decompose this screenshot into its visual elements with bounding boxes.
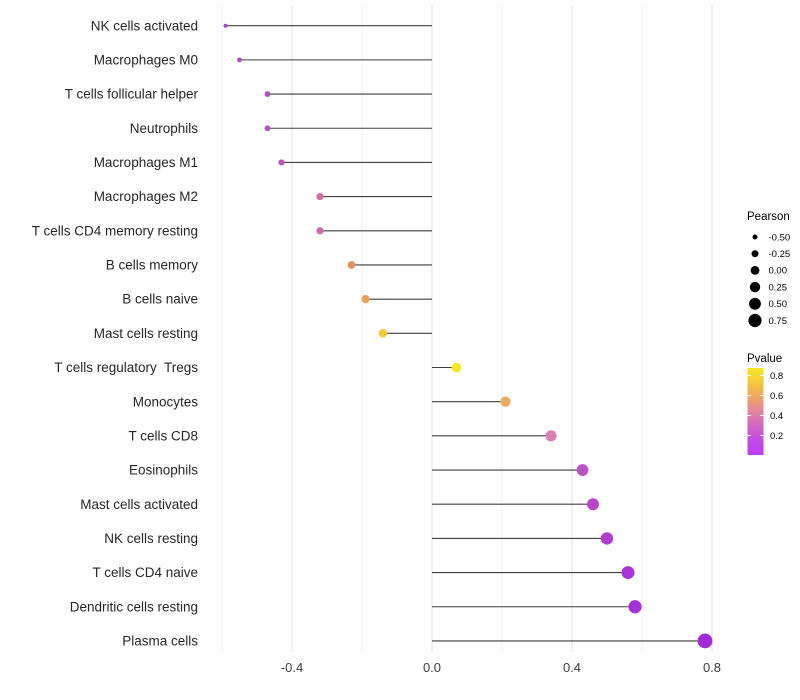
pearson-legend-label: 0.00 (769, 266, 788, 277)
y-axis-label: Monocytes (133, 394, 199, 409)
y-axis-label: Macrophages M2 (94, 189, 198, 204)
pearson-legend-dot (751, 250, 759, 258)
lollipop-dot (621, 566, 635, 580)
lollipop-dot (451, 362, 462, 373)
x-axis-tick-label: 0.0 (423, 660, 441, 675)
pvalue-legend-label: 0.8 (770, 371, 783, 382)
y-axis-label: T cells regulatory Tregs (54, 360, 198, 375)
lollipop-dot (628, 600, 642, 614)
pearson-legend-dot (749, 297, 761, 310)
y-axis-label: T cells CD4 naive (92, 565, 198, 580)
lollipop-dot (500, 396, 511, 407)
lollipop-dot (264, 91, 271, 97)
x-axis-tick-label: -0.4 (281, 660, 303, 675)
y-axis-label: T cells CD8 (128, 428, 198, 443)
lollipop-dot (545, 430, 557, 442)
y-axis-label: B cells memory (106, 258, 199, 273)
y-axis-label: NK cells resting (104, 531, 198, 546)
y-axis-label: Plasma cells (122, 634, 198, 649)
y-axis-label: Mast cells resting (94, 326, 198, 341)
pearson-legend-label: -0.25 (769, 249, 791, 260)
pearson-legend-label: -0.50 (769, 232, 791, 243)
lollipop-dot (576, 464, 589, 476)
y-axis-label: T cells follicular helper (65, 87, 199, 102)
y-axis-label: Dendritic cells resting (70, 599, 198, 614)
y-axis-label: Mast cells activated (80, 497, 198, 512)
y-axis-label: Macrophages M0 (94, 52, 198, 67)
y-axis-label: Macrophages M1 (94, 155, 198, 170)
pearson-legend-dot (748, 313, 762, 328)
y-axis-label: NK cells activated (91, 18, 198, 33)
pvalue-colorbar (747, 368, 764, 455)
pearson-legend-label: 0.50 (769, 299, 788, 310)
lollipop-dot (347, 261, 356, 269)
x-axis-tick-label: 0.4 (563, 660, 581, 675)
lollipop-dot (378, 329, 388, 338)
pvalue-colorbar-legend: Pvalue 0.8 0.6 0.4 0.2 (747, 353, 783, 455)
pearson-legend-dot (752, 234, 758, 240)
lollipop-dot (697, 633, 713, 649)
lollipop-dot (587, 498, 599, 511)
y-axis-label: Eosinophils (129, 463, 198, 478)
lollipop-dot (600, 532, 614, 545)
lollipop-dot (316, 193, 324, 201)
pvalue-legend-label: 0.4 (770, 411, 783, 422)
lollipop-dot (264, 125, 271, 132)
lollipop-dot (361, 295, 370, 304)
pearson-legend-dot (749, 281, 761, 293)
pearson-size-legend: Pearson -0.50 -0.25 0.00 0.25 0.50 0.75 (747, 211, 791, 328)
lollipop-dot (223, 23, 228, 28)
pvalue-legend-label: 0.2 (770, 431, 783, 442)
y-axis-label: B cells naive (122, 292, 198, 307)
x-axis-labels: -0.4 0.0 0.4 0.8 (281, 660, 721, 675)
pearson-legend-label: 0.25 (769, 282, 788, 293)
y-axis-label: T cells CD4 memory resting (32, 223, 198, 238)
pearson-legend-dot (750, 266, 760, 275)
lollipop-dot (278, 159, 285, 166)
pvalue-legend-title: Pvalue (747, 353, 782, 365)
x-axis-tick-label: 0.8 (703, 660, 721, 675)
pvalue-legend-label: 0.6 (770, 391, 783, 402)
pearson-legend-title: Pearson (747, 211, 790, 223)
y-axis-label: Neutrophils (130, 121, 199, 136)
gridlines (221, 5, 713, 652)
pearson-legend-label: 0.75 (769, 316, 788, 327)
lollipop-dot (237, 57, 242, 63)
lollipop-sticks (225, 25, 705, 642)
lollipop-dots (223, 23, 713, 649)
lollipop-dot (316, 227, 324, 235)
y-axis-labels: NK cells activated Macrophages M0 T cells … (32, 18, 199, 648)
